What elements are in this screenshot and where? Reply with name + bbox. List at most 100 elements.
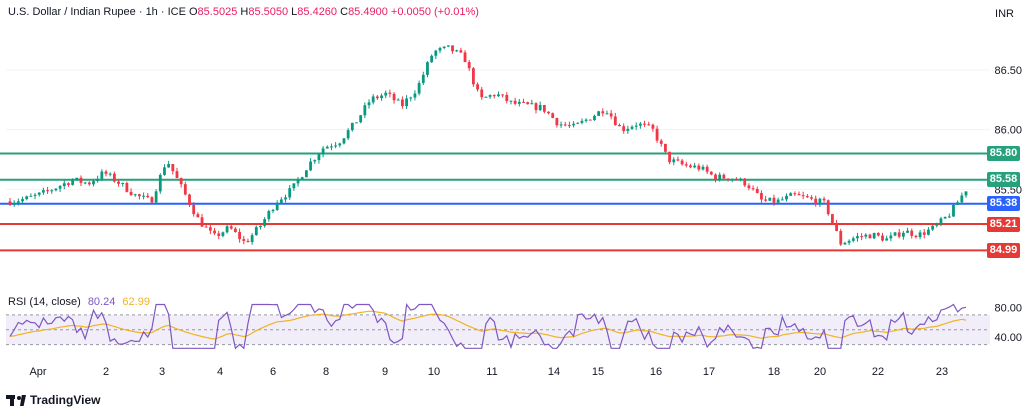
- candle-body: [868, 234, 872, 239]
- candle-body: [927, 229, 930, 235]
- candle: [801, 191, 805, 200]
- candle: [254, 225, 258, 236]
- candle-body: [284, 197, 287, 200]
- candle: [718, 172, 722, 182]
- candle: [46, 186, 49, 194]
- candle: [960, 192, 964, 204]
- candle: [776, 197, 780, 204]
- candle: [914, 234, 918, 239]
- time-tick-label: 20: [814, 366, 826, 378]
- candle-body: [133, 194, 137, 196]
- candle: [288, 184, 292, 200]
- rsi-tick-label: 40.00: [994, 332, 1022, 344]
- candle-body: [776, 199, 780, 203]
- candle-body: [405, 98, 408, 107]
- candle-body: [309, 161, 312, 171]
- rsi-value: 80.24: [87, 296, 116, 308]
- low-label: L: [291, 6, 298, 18]
- candle-body: [121, 182, 125, 184]
- candle-body: [234, 228, 237, 232]
- candle: [922, 229, 926, 239]
- candle: [651, 123, 655, 132]
- candle-body: [843, 242, 847, 245]
- candle: [947, 213, 951, 219]
- candle-body: [438, 48, 442, 51]
- candle: [234, 227, 237, 233]
- candle-body: [221, 232, 225, 236]
- candle: [271, 208, 275, 214]
- candle-body: [743, 178, 747, 186]
- candle: [943, 216, 947, 219]
- time-tick-label: 23: [936, 366, 948, 378]
- candle-body: [359, 115, 363, 123]
- time-tick-label: 3: [159, 366, 165, 378]
- candle-body: [154, 191, 158, 203]
- open-label: O: [188, 6, 198, 18]
- candle-body: [501, 94, 505, 96]
- candle-body: [367, 102, 371, 106]
- candle-body: [254, 227, 258, 236]
- candle: [83, 181, 87, 185]
- candle: [547, 111, 550, 115]
- candle: [747, 183, 751, 191]
- candle: [505, 92, 509, 104]
- candle-body: [805, 196, 809, 198]
- candle: [455, 49, 459, 53]
- candle: [743, 177, 747, 187]
- candle: [927, 227, 930, 236]
- price-tick-label: 86.50: [994, 65, 1022, 77]
- candle: [530, 99, 534, 105]
- candle-body: [697, 165, 701, 170]
- candle: [734, 177, 738, 181]
- candle: [764, 196, 768, 202]
- tradingview-logo[interactable]: TradingView: [6, 393, 100, 407]
- candle-body: [267, 211, 271, 220]
- candle-body: [279, 199, 283, 203]
- candle: [426, 61, 429, 78]
- candles: [8, 45, 968, 247]
- candle-body: [421, 74, 425, 84]
- time-tick-label: 11: [486, 366, 497, 378]
- candle-body: [876, 233, 880, 236]
- candle: [563, 121, 567, 127]
- candle-body: [492, 95, 496, 97]
- candle-body: [939, 218, 943, 225]
- candle-body: [250, 235, 254, 243]
- candle: [622, 123, 626, 134]
- candle: [647, 121, 651, 126]
- price-tick-label: 86.00: [994, 125, 1022, 137]
- candle-body: [822, 198, 826, 201]
- rsi-tick-label: 80.00: [994, 302, 1022, 314]
- price-tick-label: 85.50: [994, 184, 1022, 196]
- currency-label: INR: [995, 8, 1014, 20]
- candle: [200, 214, 204, 228]
- candle: [517, 99, 521, 107]
- candle: [296, 176, 300, 187]
- candle-body: [964, 191, 968, 196]
- candle-body: [129, 191, 133, 196]
- candle-body: [54, 188, 58, 191]
- candle-body: [37, 192, 41, 195]
- candle-body: [726, 178, 730, 180]
- price-gridlines: [6, 69, 990, 190]
- candle: [576, 122, 580, 124]
- candle-body: [693, 165, 697, 168]
- candle-body: [935, 224, 939, 226]
- candle-body: [588, 119, 592, 121]
- candle: [87, 181, 91, 186]
- candle-body: [676, 159, 680, 161]
- candle: [964, 191, 968, 198]
- candle: [229, 223, 233, 230]
- brand-name: TradingView: [30, 393, 101, 407]
- candle-body: [192, 204, 196, 215]
- candle: [597, 110, 601, 117]
- time-tick-label: 18: [768, 366, 780, 378]
- candle: [522, 98, 525, 103]
- time-tick-label: 16: [650, 366, 662, 378]
- candle-body: [689, 165, 692, 168]
- candle: [659, 138, 663, 147]
- candle-body: [451, 45, 454, 52]
- candle-body: [305, 170, 308, 178]
- close-value: 85.4900: [348, 6, 388, 18]
- candle: [409, 96, 413, 102]
